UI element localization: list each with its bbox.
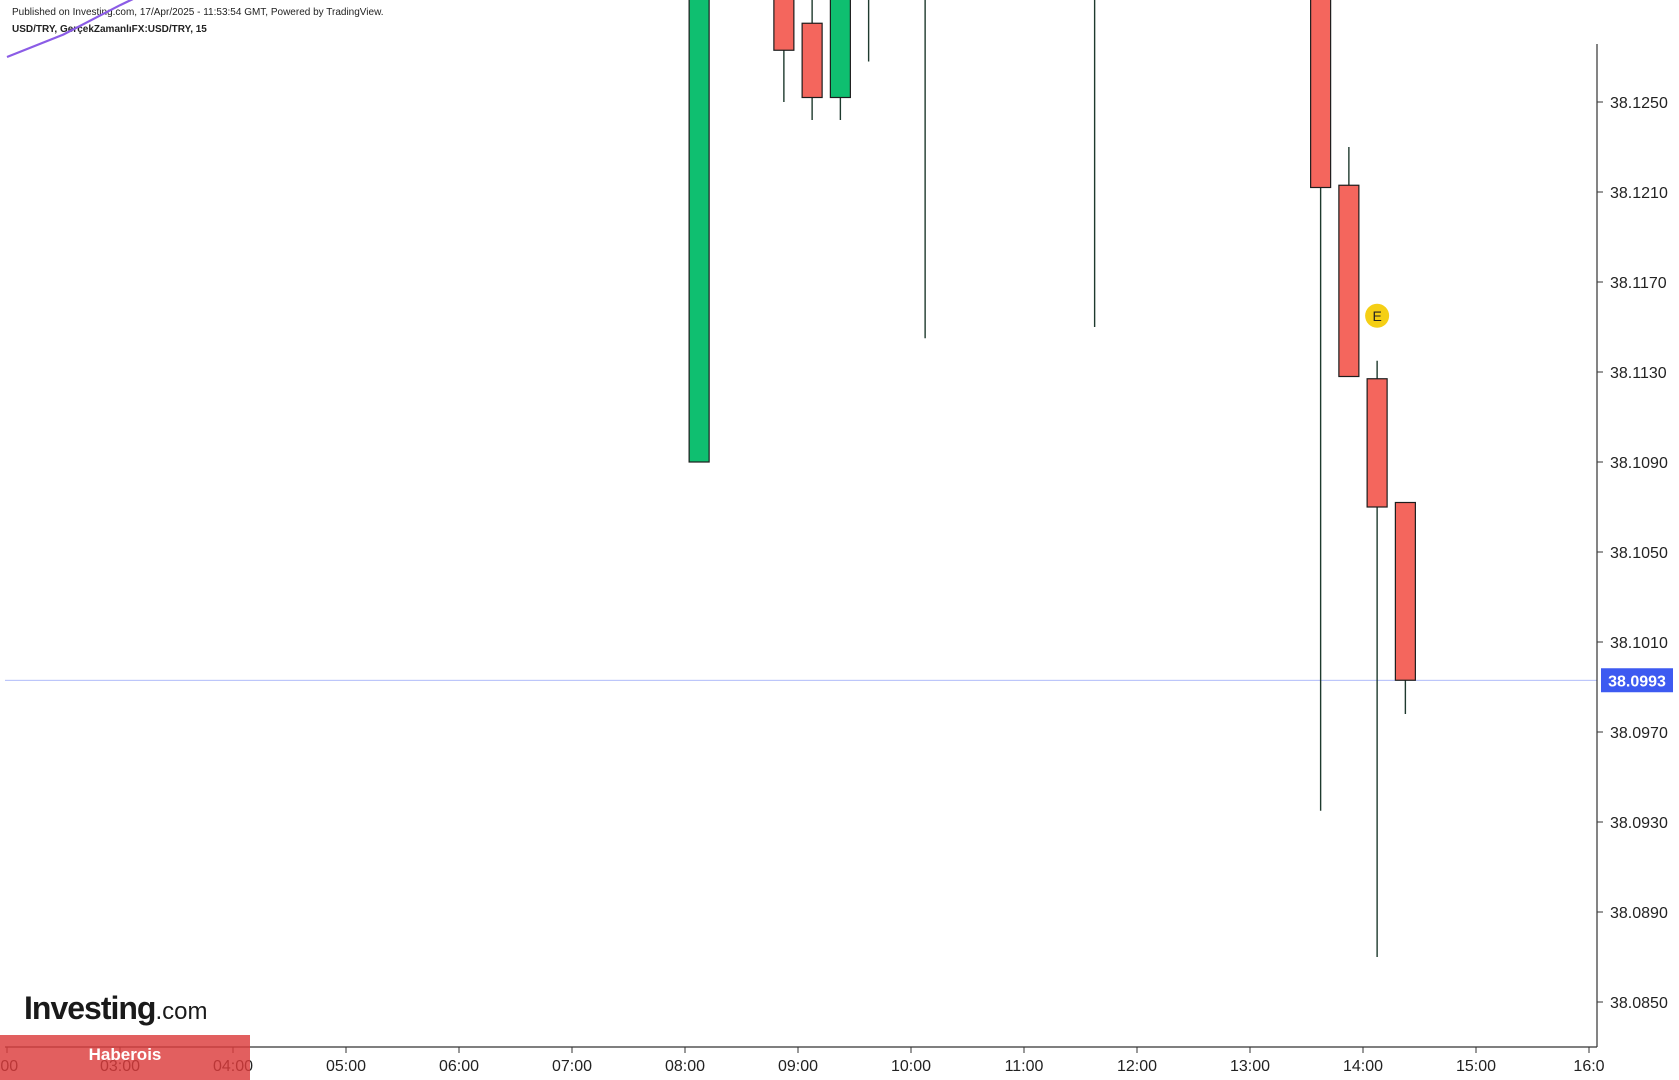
y-tick-label: 38.1210 [1610,185,1668,202]
candle [924,0,926,339]
candle [801,0,823,120]
symbol-info: USD/TRY, GerçekZamanlıFX:USD/TRY, 15 [12,24,207,35]
published-info: Published on Investing.com, 17/Apr/2025 … [12,7,384,18]
candle [688,0,710,463]
candle [773,0,795,102]
candle [1366,360,1388,957]
candle [867,0,870,62]
x-tick-label: 09:00 [778,1058,818,1075]
watermark: Haberois [0,1035,250,1080]
y-tick-label: 38.0970 [1610,725,1668,742]
candle [829,0,851,120]
y-tick-label: 38.1170 [1610,275,1667,292]
x-tick-label: 08:00 [665,1058,705,1075]
y-tick-label: 38.1010 [1610,635,1668,652]
candle-body [801,22,823,99]
candle [1394,501,1416,714]
event-marker-label: E [1372,308,1381,324]
y-tick-label: 38.0930 [1610,815,1668,832]
x-tick-label: 11:00 [1005,1058,1044,1075]
candle-body [829,0,851,99]
x-tick-label: 07:00 [552,1058,592,1075]
price-badge [1601,668,1673,693]
x-tick-label: 10:00 [891,1058,931,1075]
x-tick-label: 15:00 [1456,1058,1496,1075]
x-tick-label: 12:00 [1117,1058,1157,1075]
x-tick-label: 16:0 [1573,1058,1604,1075]
candle-body [773,0,795,51]
candle-body [1338,184,1360,378]
y-tick-label: 38.0890 [1610,905,1668,922]
candle-body [688,0,710,463]
candle-body [1310,0,1332,189]
x-tick-label: 06:00 [439,1058,479,1075]
x-tick-label: 14:00 [1343,1058,1383,1075]
candle-body [1394,501,1416,681]
investing-logo: Investing.com [24,990,208,1026]
x-tick-label: 13:00 [1230,1058,1270,1075]
y-tick-label: 38.1090 [1610,455,1668,472]
x-tick-label: 05:00 [326,1058,366,1075]
event-marker [1365,303,1390,328]
candle [1093,0,1096,327]
candle-body [1366,378,1388,508]
y-tick-label: 38.1250 [1610,95,1668,112]
y-tick-label: 38.1130 [1610,365,1667,382]
price-badge-label: 38.0993 [1608,673,1666,690]
y-tick-label: 38.1050 [1610,545,1668,562]
candle [1310,0,1332,811]
candle [1338,147,1360,378]
y-tick-label: 38.0850 [1610,995,1668,1012]
